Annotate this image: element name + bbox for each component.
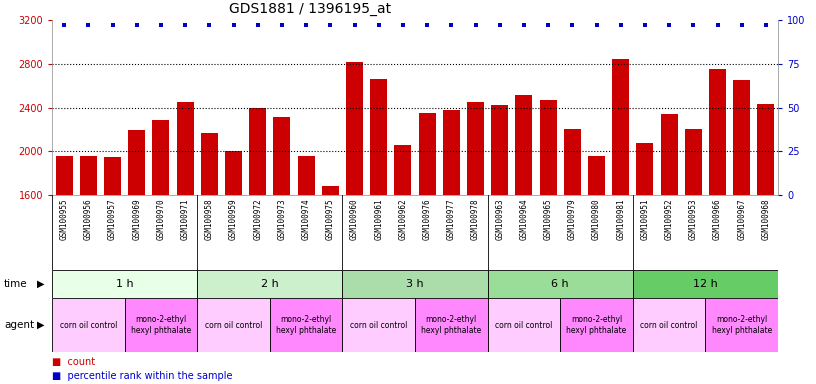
Bar: [588, 156, 605, 370]
Text: GSM100951: GSM100951: [641, 199, 650, 240]
Text: GSM100978: GSM100978: [471, 199, 480, 240]
Text: 1 h: 1 h: [116, 279, 133, 289]
Text: GSM100963: GSM100963: [495, 199, 504, 240]
Bar: [632, 298, 705, 352]
Text: mono-2-ethyl
hexyl phthalate: mono-2-ethyl hexyl phthalate: [131, 315, 191, 335]
Text: GDS1881 / 1396195_at: GDS1881 / 1396195_at: [229, 2, 391, 16]
Text: GSM100964: GSM100964: [520, 199, 529, 240]
Bar: [415, 298, 488, 352]
Bar: [128, 131, 145, 370]
Bar: [201, 132, 218, 370]
Bar: [419, 113, 436, 370]
Bar: [225, 151, 242, 370]
Bar: [322, 186, 339, 370]
Bar: [52, 298, 125, 352]
Text: GSM100958: GSM100958: [205, 199, 214, 240]
Text: GSM100975: GSM100975: [326, 199, 335, 240]
Text: ▶: ▶: [38, 279, 45, 289]
Text: GSM100980: GSM100980: [592, 199, 601, 240]
Bar: [273, 118, 290, 370]
Bar: [197, 270, 343, 298]
Bar: [661, 114, 677, 370]
Text: GSM100970: GSM100970: [157, 199, 166, 240]
Text: GSM100971: GSM100971: [180, 199, 189, 240]
Bar: [488, 270, 632, 298]
Bar: [55, 156, 73, 370]
Bar: [757, 104, 774, 370]
Bar: [516, 96, 532, 370]
Bar: [636, 142, 654, 370]
Text: mono-2-ethyl
hexyl phthalate: mono-2-ethyl hexyl phthalate: [712, 315, 772, 335]
Bar: [125, 298, 197, 352]
Bar: [197, 298, 270, 352]
Bar: [734, 80, 750, 370]
Text: GSM100962: GSM100962: [398, 199, 407, 240]
Bar: [564, 129, 581, 370]
Text: GSM100957: GSM100957: [108, 199, 117, 240]
Text: corn oil control: corn oil control: [205, 321, 262, 329]
Text: 2 h: 2 h: [261, 279, 279, 289]
Text: 6 h: 6 h: [552, 279, 569, 289]
Bar: [298, 156, 315, 370]
Text: GSM100973: GSM100973: [277, 199, 286, 240]
Text: GSM100956: GSM100956: [84, 199, 93, 240]
Bar: [343, 298, 415, 352]
Text: GSM100981: GSM100981: [616, 199, 625, 240]
Text: GSM100959: GSM100959: [229, 199, 238, 240]
Bar: [249, 108, 266, 370]
Text: GSM100976: GSM100976: [423, 199, 432, 240]
Text: corn oil control: corn oil control: [60, 321, 117, 329]
Bar: [467, 102, 484, 370]
Text: mono-2-ethyl
hexyl phthalate: mono-2-ethyl hexyl phthalate: [566, 315, 627, 335]
Bar: [705, 298, 778, 352]
Text: corn oil control: corn oil control: [495, 321, 552, 329]
Text: 3 h: 3 h: [406, 279, 424, 289]
Bar: [539, 100, 557, 370]
Text: GSM100968: GSM100968: [761, 199, 770, 240]
Bar: [709, 69, 726, 370]
Text: GSM100974: GSM100974: [302, 199, 311, 240]
Text: GSM100955: GSM100955: [60, 199, 69, 240]
Bar: [80, 156, 97, 370]
Text: GSM100966: GSM100966: [713, 199, 722, 240]
Bar: [632, 270, 778, 298]
Text: GSM100972: GSM100972: [253, 199, 262, 240]
Bar: [612, 60, 629, 370]
Bar: [343, 270, 488, 298]
Text: GSM100969: GSM100969: [132, 199, 141, 240]
Text: GSM100953: GSM100953: [689, 199, 698, 240]
Bar: [270, 298, 343, 352]
Bar: [488, 298, 561, 352]
Text: GSM100967: GSM100967: [737, 199, 746, 240]
Text: ■  percentile rank within the sample: ■ percentile rank within the sample: [52, 371, 233, 381]
Bar: [561, 298, 632, 352]
Text: corn oil control: corn oil control: [641, 321, 698, 329]
Text: ■  count: ■ count: [52, 357, 95, 367]
Text: corn oil control: corn oil control: [350, 321, 407, 329]
Text: GSM100960: GSM100960: [350, 199, 359, 240]
Text: agent: agent: [4, 320, 34, 330]
Bar: [104, 157, 121, 370]
Bar: [153, 119, 170, 370]
Text: time: time: [4, 279, 28, 289]
Bar: [52, 270, 197, 298]
Bar: [370, 79, 387, 370]
Text: GSM100965: GSM100965: [543, 199, 552, 240]
Bar: [176, 102, 193, 370]
Bar: [443, 110, 459, 370]
Bar: [685, 129, 702, 370]
Text: ▶: ▶: [38, 320, 45, 330]
Bar: [491, 105, 508, 370]
Text: GSM100952: GSM100952: [664, 199, 673, 240]
Text: 12 h: 12 h: [693, 279, 718, 289]
Text: mono-2-ethyl
hexyl phthalate: mono-2-ethyl hexyl phthalate: [421, 315, 481, 335]
Bar: [346, 61, 363, 370]
Text: GSM100977: GSM100977: [447, 199, 456, 240]
Bar: [394, 145, 411, 370]
Text: GSM100979: GSM100979: [568, 199, 577, 240]
Text: mono-2-ethyl
hexyl phthalate: mono-2-ethyl hexyl phthalate: [276, 315, 336, 335]
Text: GSM100961: GSM100961: [375, 199, 384, 240]
